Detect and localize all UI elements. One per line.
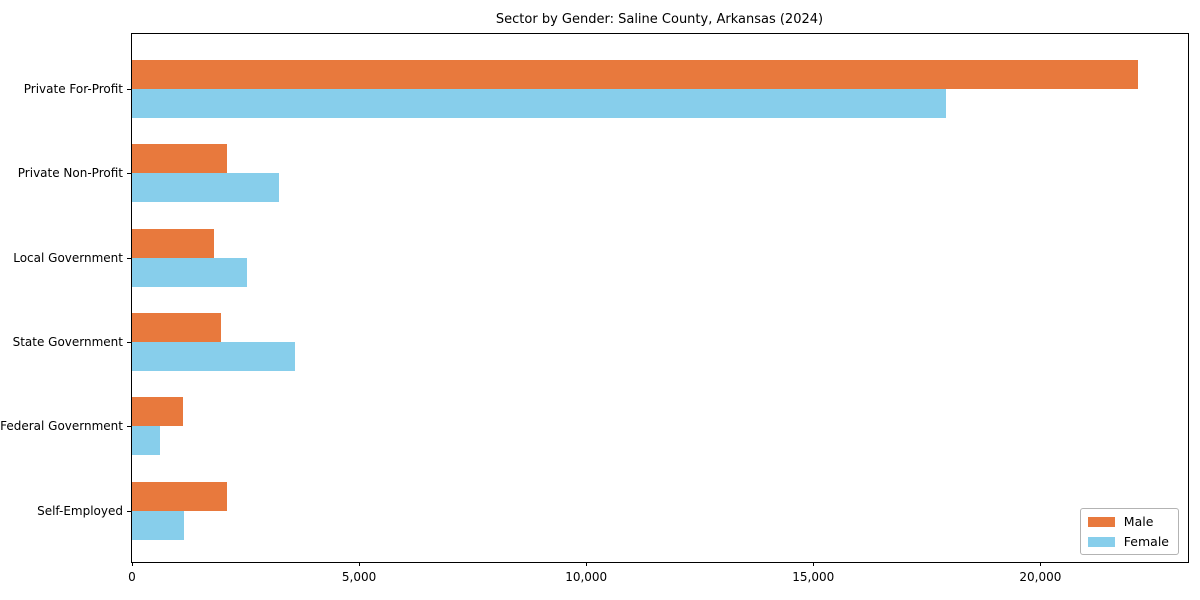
- y-tick-mark: [127, 173, 131, 175]
- chart-title: Sector by Gender: Saline County, Arkansa…: [495, 12, 824, 27]
- y-tick-label: Private For-Profit: [23, 82, 123, 96]
- y-tick-label: Federal Government: [0, 419, 123, 434]
- x-tick-mark: [813, 562, 815, 566]
- y-tick-mark: [127, 426, 131, 428]
- legend-swatch-female: [1087, 536, 1115, 547]
- bar-female-local-government: [132, 257, 247, 287]
- plot-area: Private For-Profit Private Non-Profit Loca…: [0, 33, 1189, 584]
- y-tick-mark: [127, 257, 131, 259]
- x-tick-mark: [1040, 562, 1042, 566]
- bar-female-federal-government: [132, 426, 160, 456]
- x-tick-label: 15,000: [792, 570, 835, 584]
- legend-label-female: Female: [1123, 534, 1169, 549]
- x-tick-label: 10,000: [565, 570, 608, 584]
- y-tick-label: Local Government: [13, 250, 123, 265]
- bar-male-federal-government: [132, 397, 183, 427]
- y-tick-mark: [127, 89, 131, 90]
- y-tick-label: Self-Employed: [37, 503, 123, 518]
- bar-male-local-government: [132, 228, 214, 258]
- bar-male-state-government: [132, 312, 221, 342]
- y-tick-label: State Government: [12, 334, 123, 349]
- y-tick-mark: [127, 341, 131, 343]
- x-tick-mark: [132, 562, 133, 566]
- x-tick-label: 20,000: [1019, 570, 1062, 584]
- y-tick-mark: [127, 510, 131, 512]
- bar-female-self-employed: [132, 510, 184, 540]
- legend-item-female: Female: [1087, 534, 1169, 549]
- bar-male-private-for-profit: [132, 60, 1138, 89]
- legend: Male Female: [1079, 508, 1179, 555]
- bar-male-private-non-profit: [132, 144, 227, 174]
- x-tick-mark: [359, 562, 361, 566]
- x-tick-mark: [586, 562, 588, 566]
- bar-female-private-non-profit: [132, 173, 279, 203]
- x-tick-label: 0: [128, 570, 136, 584]
- bar-male-self-employed: [132, 481, 227, 511]
- x-tick-label: 5,000: [341, 570, 377, 584]
- legend-item-male: Male: [1087, 514, 1169, 529]
- legend-swatch-male: [1087, 516, 1115, 527]
- bar-female-state-government: [132, 341, 295, 371]
- bar-female-private-for-profit: [132, 89, 946, 118]
- y-tick-label: Private Non-Profit: [17, 166, 123, 181]
- legend-label-male: Male: [1123, 514, 1154, 529]
